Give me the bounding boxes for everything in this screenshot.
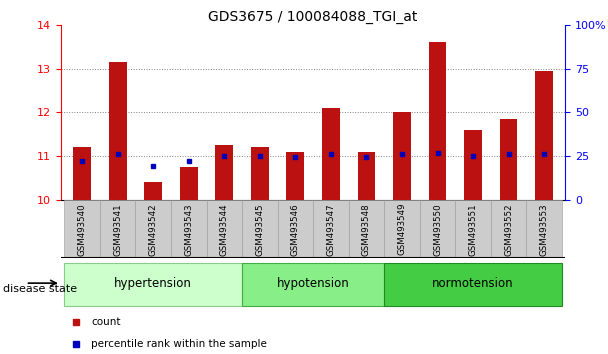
Bar — [393, 113, 411, 200]
Bar — [384, 263, 562, 306]
Bar — [242, 263, 384, 306]
Bar — [420, 200, 455, 258]
Bar — [455, 200, 491, 258]
Bar — [535, 71, 553, 200]
Bar — [64, 263, 242, 306]
Bar — [527, 200, 562, 258]
Bar — [500, 119, 517, 200]
Text: normotension: normotension — [432, 276, 514, 290]
Text: GSM493544: GSM493544 — [219, 203, 229, 256]
Text: GSM493547: GSM493547 — [326, 203, 336, 256]
Bar — [171, 200, 207, 258]
Text: GSM493541: GSM493541 — [113, 203, 122, 256]
Bar — [207, 200, 242, 258]
Bar — [491, 200, 527, 258]
Text: GSM493553: GSM493553 — [540, 203, 548, 256]
Bar — [73, 148, 91, 200]
Bar — [215, 145, 233, 200]
Bar — [242, 200, 278, 258]
Text: GSM493546: GSM493546 — [291, 203, 300, 256]
Bar — [144, 182, 162, 200]
Text: GSM493552: GSM493552 — [504, 203, 513, 256]
Bar — [100, 200, 136, 258]
Text: GSM493550: GSM493550 — [433, 203, 442, 256]
Text: hypotension: hypotension — [277, 276, 350, 290]
Text: GSM493551: GSM493551 — [469, 203, 477, 256]
Text: GSM493549: GSM493549 — [398, 203, 407, 256]
Bar — [136, 200, 171, 258]
Text: hypertension: hypertension — [114, 276, 192, 290]
Bar — [358, 152, 375, 200]
Bar — [180, 167, 198, 200]
Title: GDS3675 / 100084088_TGI_at: GDS3675 / 100084088_TGI_at — [209, 10, 418, 24]
Text: GSM493542: GSM493542 — [149, 203, 157, 256]
Bar — [251, 148, 269, 200]
Bar — [429, 42, 446, 200]
Bar — [278, 200, 313, 258]
Bar — [64, 200, 100, 258]
Text: percentile rank within the sample: percentile rank within the sample — [91, 339, 267, 349]
Text: GSM493545: GSM493545 — [255, 203, 264, 256]
Text: GSM493540: GSM493540 — [78, 203, 86, 256]
Bar — [313, 200, 348, 258]
Bar — [384, 200, 420, 258]
Bar — [286, 152, 304, 200]
Text: count: count — [91, 317, 120, 327]
Text: disease state: disease state — [3, 284, 77, 293]
Bar — [464, 130, 482, 200]
Bar — [322, 108, 340, 200]
Text: GSM493548: GSM493548 — [362, 203, 371, 256]
Text: GSM493543: GSM493543 — [184, 203, 193, 256]
Bar — [109, 62, 126, 200]
Bar — [348, 200, 384, 258]
